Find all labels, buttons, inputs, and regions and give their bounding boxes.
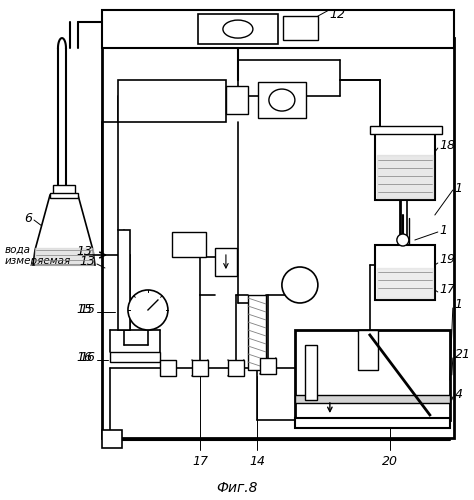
Text: 1: 1	[455, 182, 463, 194]
Bar	[110, 352, 160, 362]
Bar	[305, 345, 317, 400]
Text: 17: 17	[192, 456, 208, 468]
Bar	[192, 360, 208, 376]
Text: 1: 1	[440, 224, 448, 236]
Bar	[102, 10, 454, 48]
Bar	[118, 230, 130, 330]
Text: 18: 18	[440, 138, 456, 151]
Bar	[160, 360, 176, 376]
Bar	[198, 14, 278, 44]
Text: 15: 15	[79, 304, 95, 316]
Text: 15: 15	[76, 304, 92, 316]
Bar	[248, 295, 266, 370]
Bar	[215, 248, 237, 276]
Text: 17: 17	[440, 284, 456, 296]
Bar	[295, 395, 450, 403]
Text: 20: 20	[382, 456, 398, 468]
Bar	[375, 245, 435, 300]
Circle shape	[397, 234, 409, 246]
Text: вода
измеряемая: вода измеряемая	[5, 244, 71, 266]
Bar	[102, 430, 122, 448]
Bar	[53, 185, 75, 197]
Text: 13: 13	[76, 246, 92, 258]
Text: 12: 12	[330, 8, 346, 21]
Bar	[118, 80, 226, 122]
Text: 14: 14	[249, 456, 265, 468]
Bar	[295, 330, 450, 420]
Bar	[102, 38, 454, 438]
Bar	[50, 193, 78, 198]
Circle shape	[128, 290, 168, 330]
Polygon shape	[33, 195, 95, 265]
Bar	[283, 16, 318, 40]
Text: Фиг.8: Фиг.8	[216, 481, 258, 495]
Bar	[226, 86, 248, 114]
Ellipse shape	[269, 89, 295, 111]
Bar	[260, 358, 276, 374]
Bar	[375, 130, 435, 200]
Bar	[295, 418, 450, 428]
Bar	[228, 360, 244, 376]
Bar	[358, 330, 378, 370]
Text: 6: 6	[24, 212, 32, 224]
Bar	[370, 126, 442, 134]
Text: 19: 19	[440, 254, 456, 266]
Text: 16: 16	[79, 352, 95, 364]
Text: 13: 13	[79, 256, 95, 268]
Text: 1: 1	[455, 298, 463, 312]
Ellipse shape	[223, 20, 253, 38]
Circle shape	[282, 267, 318, 303]
Bar	[172, 232, 206, 257]
Text: 21: 21	[455, 348, 471, 362]
Bar	[258, 82, 306, 118]
Text: 4: 4	[455, 388, 463, 402]
Text: 16: 16	[76, 352, 92, 364]
